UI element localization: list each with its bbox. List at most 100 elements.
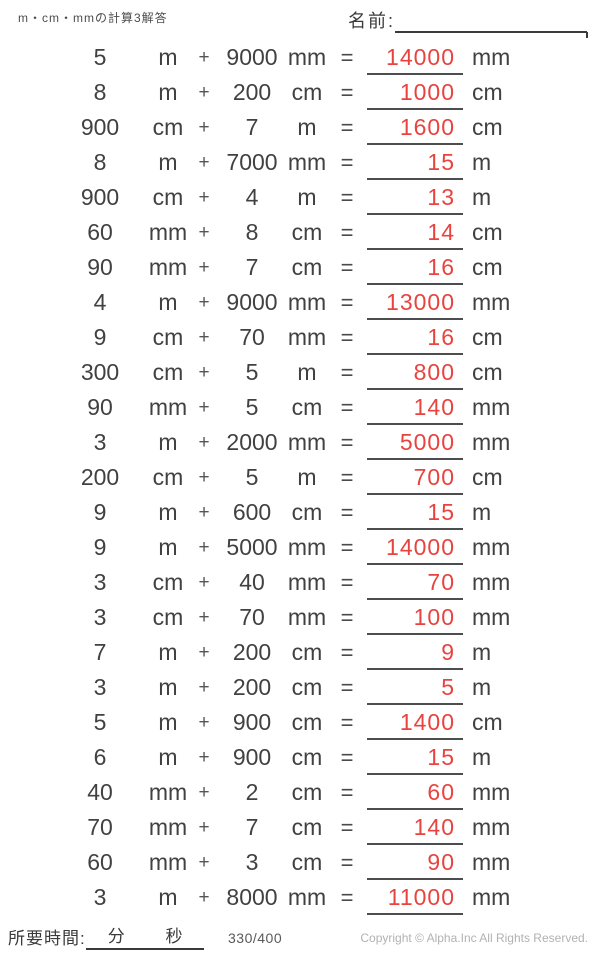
operand2-value: 2 bbox=[245, 779, 259, 805]
page-number: 330/400 bbox=[228, 930, 283, 946]
name-label: 名前: bbox=[348, 11, 396, 31]
answer-value: 15 bbox=[367, 742, 463, 775]
operand2-unit: cm bbox=[291, 394, 323, 420]
operand2-value: 3 bbox=[245, 849, 259, 875]
equals-sign: = bbox=[340, 814, 354, 840]
operand1-value: 3 bbox=[93, 569, 107, 595]
operand2-value: 200 bbox=[232, 79, 272, 105]
plus-operator: + bbox=[198, 291, 210, 313]
answer-value: 11000 bbox=[367, 882, 463, 915]
answer-unit: mm bbox=[472, 884, 511, 910]
time-blank-line: 分 秒 bbox=[85, 925, 205, 950]
operand1-unit: mm bbox=[148, 254, 188, 280]
operand1-unit: mm bbox=[148, 849, 188, 875]
plus-operator: + bbox=[198, 571, 210, 593]
answer-value: 5 bbox=[367, 672, 463, 705]
operand1-unit: m bbox=[158, 674, 178, 700]
operand2-unit: cm bbox=[291, 744, 323, 770]
operand2-value: 900 bbox=[232, 744, 272, 770]
problem-row: 9 cm + 70 mm = 16 cm bbox=[0, 320, 600, 355]
operand2-unit: m bbox=[297, 114, 317, 140]
answer-unit: mm bbox=[472, 814, 511, 840]
plus-operator: + bbox=[198, 501, 210, 523]
copyright-notice: Copyright © Alpha.Inc All Rights Reserve… bbox=[360, 931, 588, 945]
problem-row: 8 m + 200 cm = 1000 cm bbox=[0, 75, 600, 110]
problem-row: 900 cm + 4 m = 13 m bbox=[0, 180, 600, 215]
operand1-value: 8 bbox=[93, 79, 107, 105]
operand2-value: 200 bbox=[232, 639, 272, 665]
answer-unit: cm bbox=[472, 359, 503, 385]
operand1-value: 8 bbox=[93, 149, 107, 175]
problem-row: 3 m + 200 cm = 5 m bbox=[0, 670, 600, 705]
operand2-value: 7000 bbox=[226, 149, 278, 175]
operand2-value: 5 bbox=[245, 394, 259, 420]
operand2-value: 70 bbox=[239, 324, 265, 350]
operand1-value: 90 bbox=[87, 254, 113, 280]
footer: 所要時間: 分 秒 330/400 Copyright © Alpha.Inc … bbox=[0, 922, 600, 957]
problems-list: 5 m + 9000 mm = 14000 mm 8 m + 200 cm = … bbox=[0, 40, 600, 915]
minutes-label: 分 bbox=[107, 927, 125, 946]
operand2-unit: mm bbox=[287, 44, 327, 70]
operand1-value: 9 bbox=[93, 324, 107, 350]
operand1-value: 3 bbox=[93, 884, 107, 910]
time-required-label: 所要時間: bbox=[8, 929, 86, 948]
plus-operator: + bbox=[198, 886, 210, 908]
plus-operator: + bbox=[198, 746, 210, 768]
operand1-unit: mm bbox=[148, 219, 188, 245]
problem-row: 3 m + 8000 mm = 11000 mm bbox=[0, 880, 600, 915]
problem-row: 6 m + 900 cm = 15 m bbox=[0, 740, 600, 775]
equals-sign: = bbox=[340, 744, 354, 770]
equals-sign: = bbox=[340, 219, 354, 245]
page-title: m・cm・mmの計算3解答 bbox=[18, 11, 168, 25]
equals-sign: = bbox=[340, 359, 354, 385]
operand2-value: 5 bbox=[245, 464, 259, 490]
name-field: 名前: bbox=[348, 7, 589, 38]
answer-value: 14000 bbox=[367, 532, 463, 565]
operand1-unit: m bbox=[158, 429, 178, 455]
equals-sign: = bbox=[340, 709, 354, 735]
operand2-value: 9000 bbox=[226, 289, 278, 315]
plus-operator: + bbox=[198, 361, 210, 383]
operand1-value: 60 bbox=[87, 219, 113, 245]
operand1-unit: m bbox=[158, 44, 178, 70]
equals-sign: = bbox=[340, 604, 354, 630]
operand2-value: 70 bbox=[239, 604, 265, 630]
operand2-value: 9000 bbox=[226, 44, 278, 70]
operand2-unit: mm bbox=[287, 604, 327, 630]
operand1-value: 4 bbox=[93, 289, 107, 315]
operand1-unit: m bbox=[158, 709, 178, 735]
plus-operator: + bbox=[198, 851, 210, 873]
answer-unit: m bbox=[472, 184, 492, 210]
operand2-value: 7 bbox=[245, 114, 259, 140]
operand2-value: 7 bbox=[245, 814, 259, 840]
operand1-unit: mm bbox=[148, 779, 188, 805]
answer-value: 16 bbox=[367, 252, 463, 285]
answer-unit: mm bbox=[472, 429, 511, 455]
name-blank-line bbox=[395, 7, 589, 38]
problem-row: 7 m + 200 cm = 9 m bbox=[0, 635, 600, 670]
plus-operator: + bbox=[198, 711, 210, 733]
answer-unit: m bbox=[472, 674, 492, 700]
operand2-unit: cm bbox=[291, 639, 323, 665]
answer-value: 13 bbox=[367, 182, 463, 215]
operand2-unit: cm bbox=[291, 219, 323, 245]
problem-row: 90 mm + 7 cm = 16 cm bbox=[0, 250, 600, 285]
answer-unit: mm bbox=[472, 289, 511, 315]
operand1-value: 7 bbox=[93, 639, 107, 665]
answer-value: 13000 bbox=[367, 287, 463, 320]
operand2-value: 7 bbox=[245, 254, 259, 280]
operand2-unit: mm bbox=[287, 534, 327, 560]
operand2-unit: mm bbox=[287, 289, 327, 315]
operand1-value: 3 bbox=[93, 429, 107, 455]
operand1-value: 60 bbox=[87, 849, 113, 875]
plus-operator: + bbox=[198, 536, 210, 558]
answer-unit: mm bbox=[472, 604, 511, 630]
equals-sign: = bbox=[340, 289, 354, 315]
operand1-unit: m bbox=[158, 289, 178, 315]
operand2-unit: cm bbox=[291, 499, 323, 525]
operand1-unit: cm bbox=[152, 114, 184, 140]
answer-unit: cm bbox=[472, 79, 503, 105]
answer-value: 15 bbox=[367, 147, 463, 180]
plus-operator: + bbox=[198, 816, 210, 838]
equals-sign: = bbox=[340, 569, 354, 595]
